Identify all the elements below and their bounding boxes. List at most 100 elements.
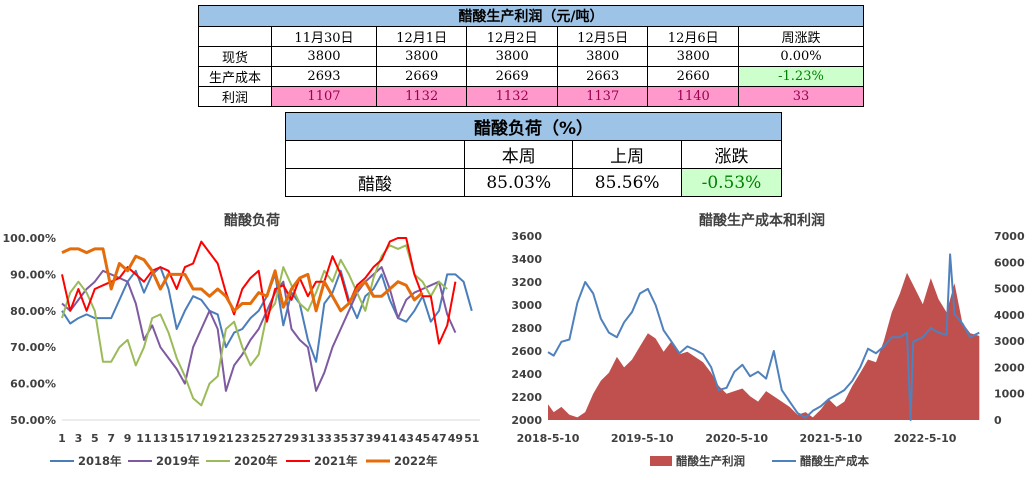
x-tick-label: 9 <box>124 432 132 445</box>
header-date-4: 12月5日 <box>556 26 649 47</box>
x-tick-label: 35 <box>333 432 348 445</box>
x-tick-label: 49 <box>448 432 463 445</box>
y-right-tick-label: 2000 <box>994 361 1025 374</box>
series-line-2022年 <box>61 247 424 313</box>
x-tick-label: 27 <box>267 432 282 445</box>
y-left-tick-label: 3400 <box>511 253 542 266</box>
cost-profit-chart-title: 醋酸生产成本和利润 <box>699 212 825 229</box>
y-left-tick-label: 2200 <box>511 391 542 404</box>
x-tick-label: 29 <box>284 432 299 445</box>
header-last-week: 上周 <box>572 140 682 169</box>
row-label: 生产成本 <box>198 66 272 87</box>
cell: 85.56% <box>572 168 682 197</box>
x-tick-label: 5 <box>91 432 99 445</box>
x-tick-label: 17 <box>185 432 200 445</box>
legend-label: 2022年 <box>394 454 438 468</box>
y-right-tick-label: 5000 <box>994 283 1025 296</box>
header-change: 涨跌 <box>680 140 783 169</box>
y-left-tick-label: 2000 <box>511 414 542 427</box>
x-tick-label: 3 <box>75 432 83 445</box>
x-tick-label: 43 <box>399 432 414 445</box>
y-right-tick-label: 6000 <box>994 256 1025 269</box>
x-tick-label: 15 <box>169 432 184 445</box>
x-tick-label: 45 <box>415 432 430 445</box>
x-tick-label: 51 <box>464 432 479 445</box>
x-tick-label: 2018-5-10 <box>517 432 580 445</box>
y-left-tick-label: 3200 <box>511 276 542 289</box>
row-label: 利润 <box>198 86 272 107</box>
x-tick-label: 2021-5-10 <box>800 432 863 445</box>
legend-label: 2018年 <box>78 454 122 468</box>
change-cell: -1.23% <box>738 66 864 87</box>
header-blank <box>285 140 465 169</box>
load-chart-title: 醋酸负荷 <box>224 212 280 229</box>
header-date-5: 12月6日 <box>647 26 739 47</box>
cell: 1137 <box>556 86 649 107</box>
profit-area <box>548 272 980 420</box>
cell: 1132 <box>466 86 558 107</box>
x-tick-label: 2022-5-10 <box>894 432 957 445</box>
x-tick-label: 25 <box>251 432 266 445</box>
x-tick-label: 33 <box>317 432 332 445</box>
change-cell: 33 <box>738 86 864 107</box>
x-tick-label: 2020-5-10 <box>705 432 768 445</box>
cell: 3800 <box>556 46 649 67</box>
load-table-title: 醋酸负荷（%） <box>285 112 782 141</box>
cell: 2660 <box>647 66 739 87</box>
cell: 3800 <box>466 46 558 67</box>
x-tick-label: 31 <box>300 432 315 445</box>
series-line-2019年 <box>61 266 457 392</box>
cell: 2663 <box>556 66 649 87</box>
cell: 3800 <box>647 46 739 67</box>
legend-label: 醋酸生产成本 <box>800 454 869 468</box>
table-row: 醋酸 85.03% 85.56% -0.53% <box>285 168 783 197</box>
y-right-tick-label: 3000 <box>994 335 1025 348</box>
profit-table-title: 醋酸生产利润（元/吨） <box>198 5 864 27</box>
y-right-tick-label: 4000 <box>994 309 1025 322</box>
header-date-3: 12月2日 <box>466 26 558 47</box>
cell: 2669 <box>375 66 468 87</box>
y-right-tick-label: 0 <box>994 414 1002 427</box>
cell: 2669 <box>466 66 558 87</box>
x-tick-label: 7 <box>107 432 115 445</box>
legend-label: 醋酸生产利润 <box>676 454 745 468</box>
y-right-tick-label: 1000 <box>994 388 1025 401</box>
load-table: 醋酸负荷（%） 本周 上周 涨跌 醋酸 85.03% 85.56% -0.53% <box>285 112 783 197</box>
cell: 1140 <box>647 86 739 107</box>
legend-label: 2019年 <box>156 454 200 468</box>
x-tick-label: 13 <box>153 432 168 445</box>
x-tick-label: 39 <box>366 432 381 445</box>
cell: 2693 <box>271 66 377 87</box>
x-tick-label: 2019-5-10 <box>611 432 674 445</box>
header-blank <box>198 26 272 47</box>
load-chart: 醋酸负荷 50.00% 60.00% 70.00% 80.00% 90.00% 100.0… <box>3 212 480 468</box>
x-tick-label: 19 <box>202 432 217 445</box>
header-this-week: 本周 <box>463 140 574 169</box>
y-tick-label: 60.00% <box>10 378 56 391</box>
legend-swatch <box>650 456 672 466</box>
header-weekly-change: 周涨跌 <box>738 26 864 47</box>
x-tick-label: 21 <box>218 432 233 445</box>
table-row: 生产成本 2693 2669 2669 2663 2660 -1.23% <box>198 66 864 87</box>
x-tick-label: 47 <box>431 432 446 445</box>
cost-line <box>547 253 980 421</box>
y-tick-label: 80.00% <box>10 305 56 318</box>
y-left-tick-label: 3600 <box>511 230 542 243</box>
change-cell: 0.00% <box>738 46 864 67</box>
x-tick-label: 41 <box>382 432 397 445</box>
cell: 1132 <box>375 86 468 107</box>
x-tick-label: 23 <box>235 432 250 445</box>
x-tick-label: 37 <box>349 432 364 445</box>
table-row: 现货 3800 3800 3800 3800 3800 0.00% <box>198 46 864 67</box>
cell: 3800 <box>375 46 468 67</box>
series-line-2021年 <box>61 237 457 345</box>
y-left-tick-label: 2400 <box>511 368 542 381</box>
y-left-tick-label: 2800 <box>511 322 542 335</box>
legend-label: 2020年 <box>234 454 278 468</box>
change-cell: -0.53% <box>680 168 783 197</box>
table-row: 利润 1107 1132 1132 1137 1140 33 <box>198 86 864 107</box>
y-left-tick-label: 2600 <box>511 345 542 358</box>
cost-profit-chart: 醋酸生产成本和利润 2000 2200 2400 2600 2800 3000 3200 34… <box>511 212 1025 468</box>
y-tick-label: 100.00% <box>3 232 56 245</box>
row-label: 醋酸 <box>285 168 465 197</box>
